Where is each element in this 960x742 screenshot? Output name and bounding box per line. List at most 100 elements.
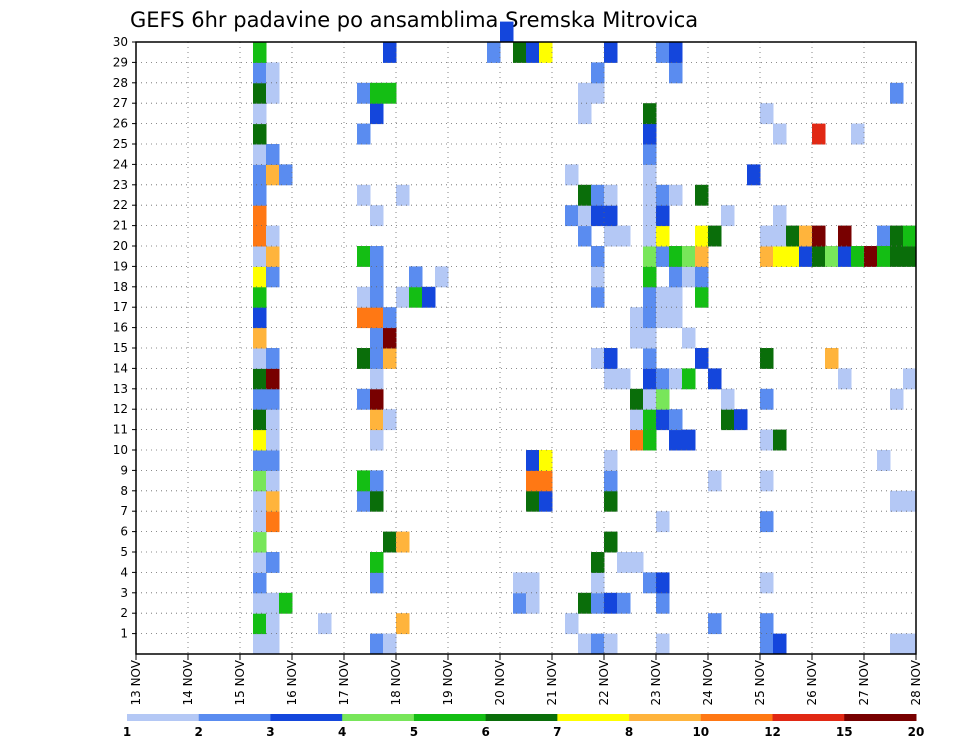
heatmap-cell (799, 246, 813, 267)
heatmap-cell (266, 511, 280, 533)
heatmap-cell (838, 368, 852, 390)
heatmap-cell (383, 531, 397, 553)
heatmap-cell (669, 409, 683, 431)
heatmap-cell (812, 225, 826, 247)
y-tick-label: 23 (113, 178, 128, 192)
heatmap-cell (760, 633, 774, 655)
legend-swatch (700, 714, 774, 721)
heatmap-cell (643, 348, 657, 369)
heatmap-cell (370, 409, 384, 431)
y-tick-label: 18 (113, 280, 128, 294)
heatmap-cells (253, 21, 917, 655)
heatmap-cell (643, 103, 657, 125)
y-tick-label: 25 (113, 137, 128, 151)
heatmap-cell (617, 552, 631, 573)
heatmap-cell (370, 572, 384, 594)
y-tick-label: 22 (113, 198, 128, 212)
heatmap-cell (253, 327, 267, 349)
y-tick-label: 5 (120, 545, 128, 559)
heatmap-cell (604, 42, 618, 63)
heatmap-cell (617, 592, 631, 614)
x-tick-label: 18 NOV (389, 659, 403, 705)
heatmap-cell (539, 490, 553, 512)
heatmap-cell (253, 429, 267, 451)
heatmap-cell (903, 633, 917, 655)
heatmap-cell (266, 82, 280, 104)
heatmap-cell (591, 592, 605, 614)
y-tick-label: 6 (120, 525, 128, 539)
heatmap-cell (383, 633, 397, 655)
heatmap-cell (682, 327, 696, 349)
heatmap-cell (591, 266, 605, 288)
heatmap-cell (253, 164, 267, 186)
heatmap-cell (604, 348, 618, 369)
heatmap-cell (422, 286, 436, 308)
y-tick-label: 14 (113, 361, 128, 375)
y-tick-label: 10 (113, 443, 128, 457)
heatmap-cell (266, 470, 280, 492)
heatmap-cell (396, 613, 410, 635)
heatmap-cell (669, 246, 683, 267)
x-tick-label: 20 NOV (493, 659, 507, 705)
heatmap-cell (591, 82, 605, 104)
heatmap-cell (903, 368, 917, 390)
heatmap-cell (591, 286, 605, 308)
heatmap-cell (760, 246, 774, 267)
heatmap-cell (370, 205, 384, 227)
heatmap-cell (643, 429, 657, 451)
legend-swatch (844, 714, 917, 721)
legend-label: 12 (764, 725, 781, 739)
heatmap-cell (370, 429, 384, 451)
heatmap-cell (266, 592, 280, 614)
heatmap-cell (760, 103, 774, 125)
y-tick-label: 17 (113, 300, 128, 314)
heatmap-cell (357, 286, 371, 308)
heatmap-cell (266, 388, 280, 410)
heatmap-cell (890, 246, 904, 267)
heatmap-cell (370, 286, 384, 308)
heatmap-cell (669, 429, 683, 451)
y-tick-label: 27 (113, 96, 128, 110)
legend-label: 3 (266, 725, 274, 739)
heatmap-cell (617, 225, 631, 247)
legend-swatch (198, 714, 271, 721)
heatmap-cell (383, 42, 397, 63)
heatmap-cell (877, 450, 891, 471)
heatmap-cell (253, 246, 267, 267)
heatmap-cell (253, 572, 267, 594)
heatmap-cell (643, 144, 657, 165)
heatmap-cell (565, 613, 579, 635)
heatmap-cell (760, 572, 774, 594)
heatmap-cell (578, 205, 592, 227)
heatmap-cell (773, 123, 787, 145)
heatmap-cell (643, 123, 657, 145)
heatmap-cell (669, 368, 683, 390)
heatmap-cell (383, 327, 397, 349)
x-tick-label: 21 NOV (545, 659, 559, 705)
heatmap-cell (266, 409, 280, 431)
y-tick-label: 4 (120, 565, 128, 579)
heatmap-cell (851, 246, 865, 267)
heatmap-cell (604, 368, 618, 390)
heatmap-cell (370, 103, 384, 125)
heatmap-cell (266, 633, 280, 655)
heatmap-cell (409, 286, 423, 308)
heatmap-cell (604, 205, 618, 227)
heatmap-cell (266, 490, 280, 512)
heatmap-cell (591, 572, 605, 594)
heatmap-cell (695, 225, 709, 247)
heatmap-cell (266, 613, 280, 635)
heatmap-cell (578, 184, 592, 206)
heatmap-cell (370, 490, 384, 512)
heatmap-cell (656, 225, 670, 247)
heatmap-cell (656, 42, 670, 63)
legend-label: 20 (908, 725, 925, 739)
heatmap-cell (253, 266, 267, 288)
heatmap-cell (253, 592, 267, 614)
legend-swatch (342, 714, 415, 721)
heatmap-cell (890, 82, 904, 104)
heatmap-cell (643, 327, 657, 349)
legend-swatch (772, 714, 845, 721)
x-tick-label: 14 NOV (181, 659, 195, 705)
heatmap-cell (747, 164, 761, 186)
